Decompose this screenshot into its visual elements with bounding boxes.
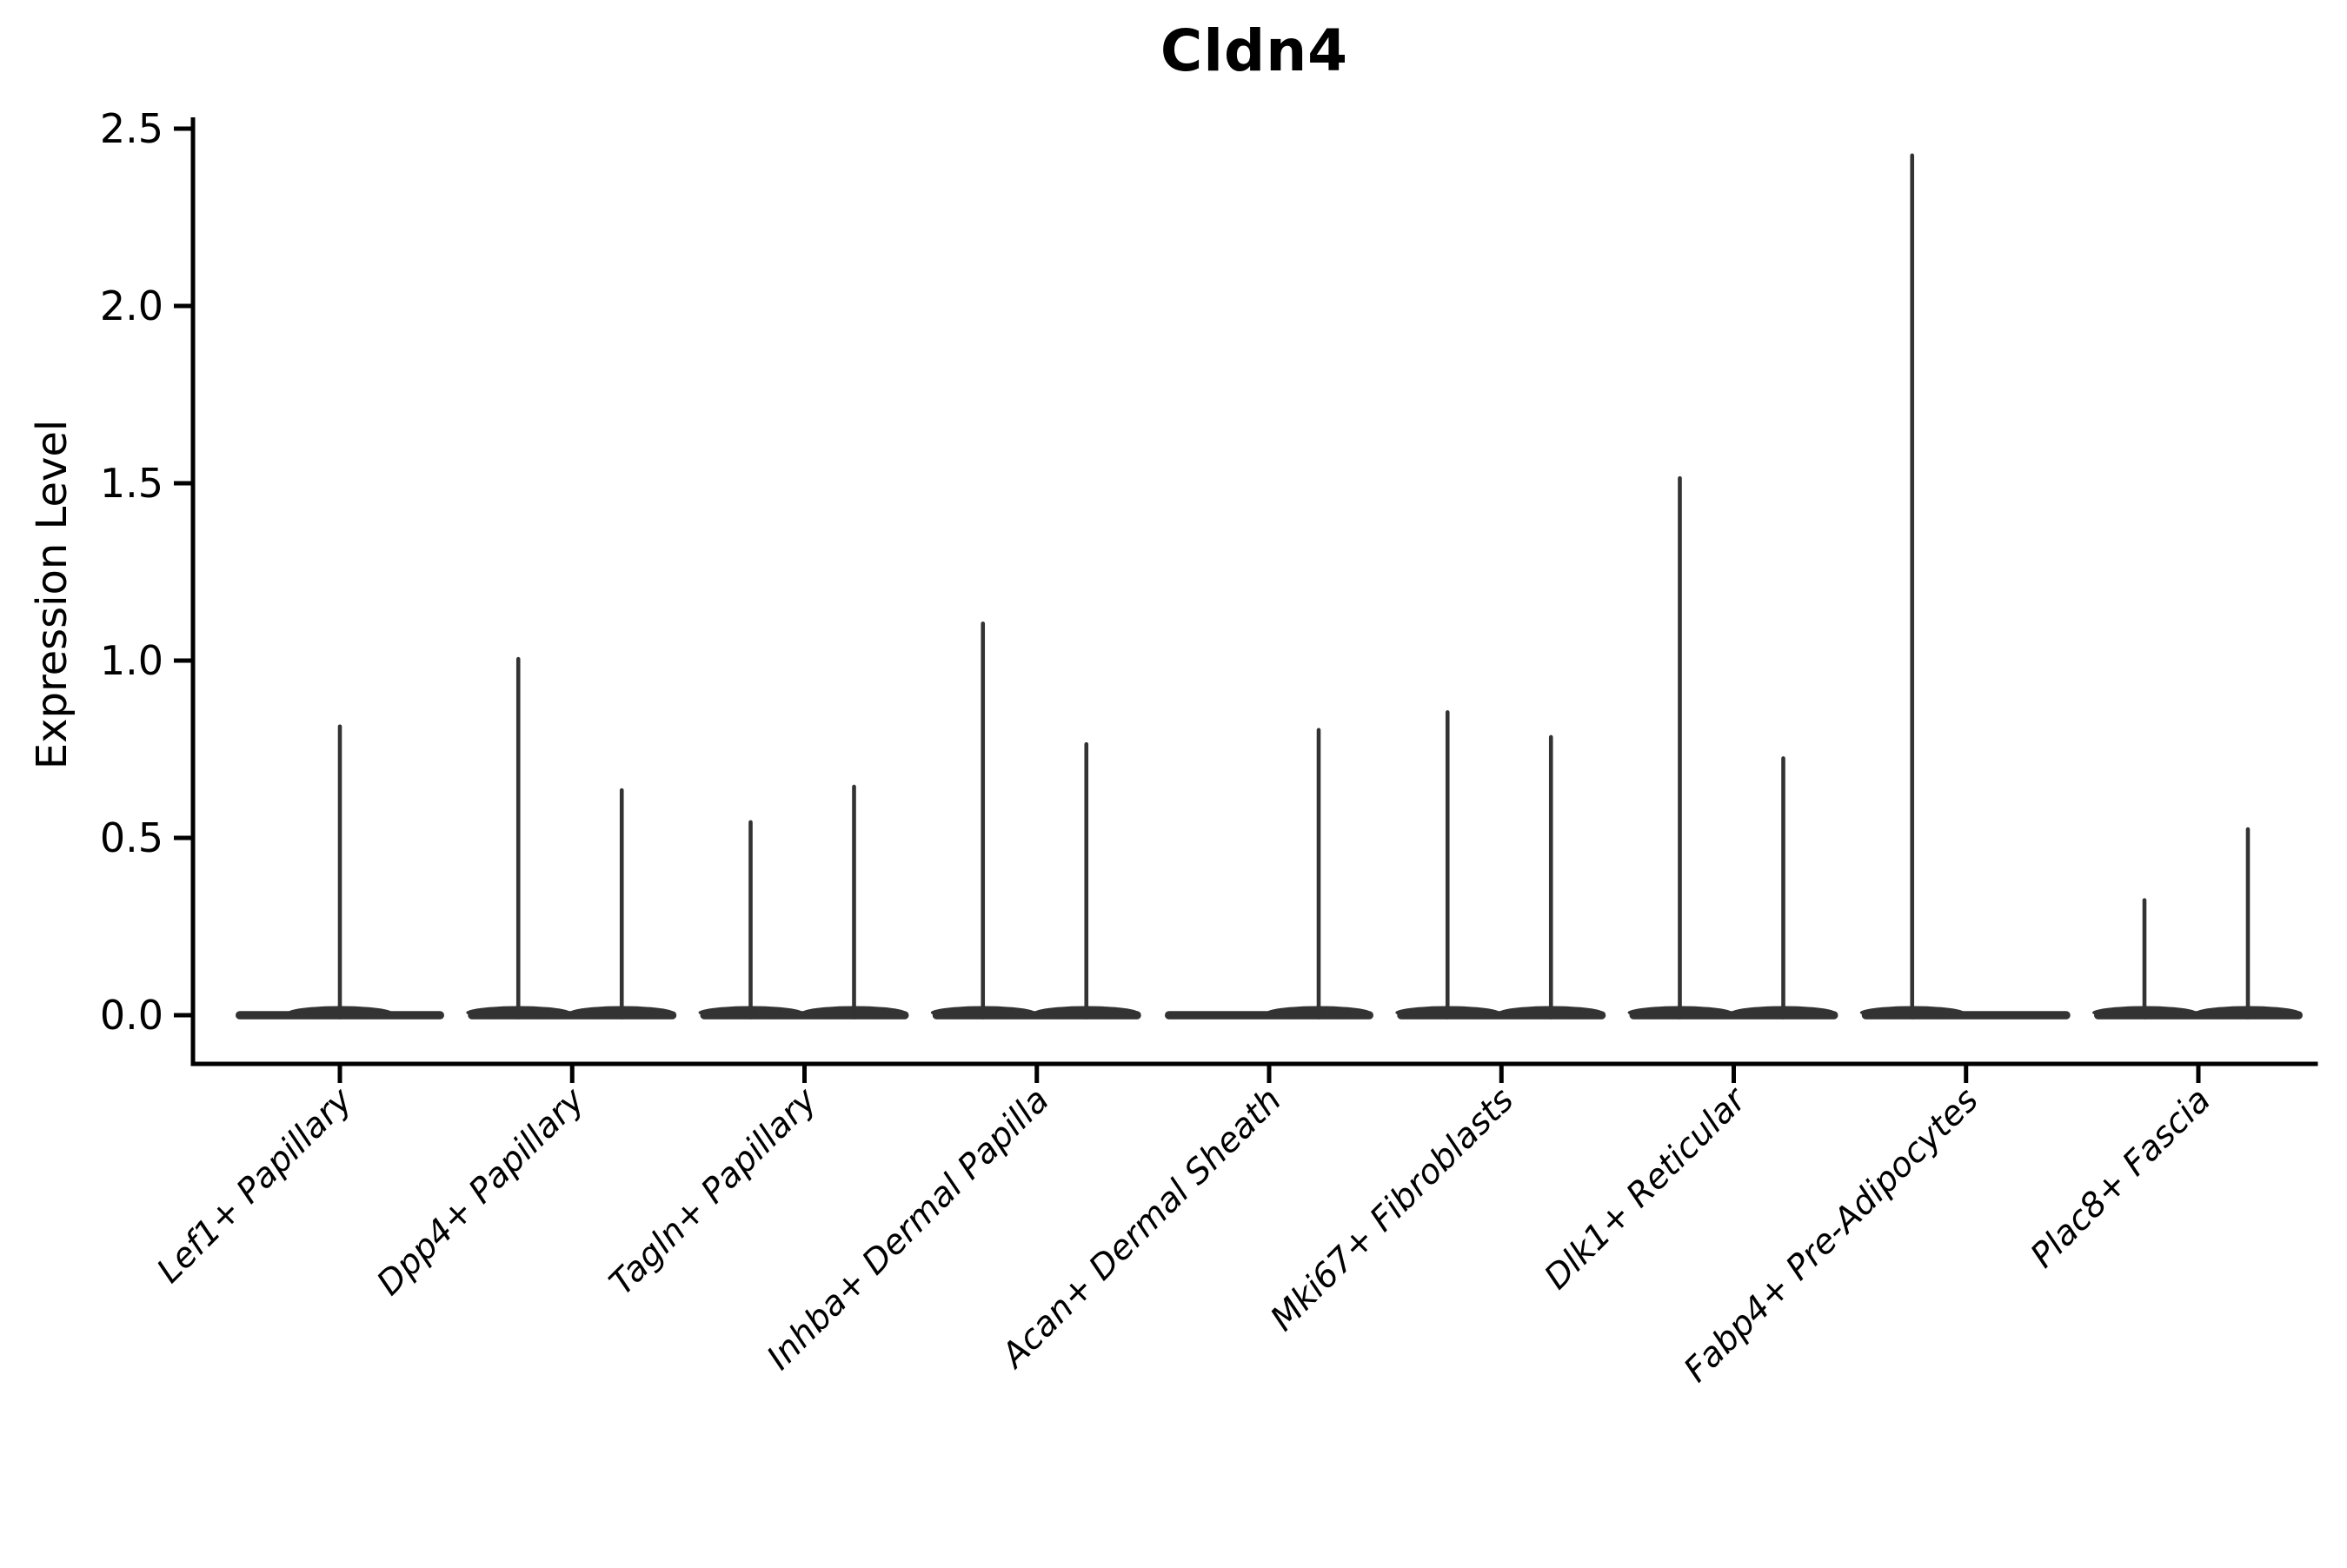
y-tick xyxy=(174,481,193,486)
x-tick xyxy=(802,1064,807,1083)
violin-tail xyxy=(852,784,856,1020)
violin-tail xyxy=(981,621,986,1020)
violin-tail xyxy=(619,787,624,1020)
x-tick xyxy=(1732,1064,1736,1083)
violin-tail xyxy=(1445,710,1450,1020)
violin-tail xyxy=(1316,728,1321,1020)
y-axis-spine xyxy=(190,117,196,1066)
violin-tail xyxy=(1548,734,1553,1020)
y-tick-label: 1.5 xyxy=(100,460,163,507)
x-tick-label: Dpp4+ Papillary xyxy=(369,1080,593,1304)
chart-title: Cldn4 xyxy=(1160,17,1349,84)
y-tick xyxy=(174,303,193,309)
y-tick xyxy=(174,658,193,663)
x-tick-label: Dlk1+ Reticular xyxy=(1537,1079,1755,1297)
violin-tail xyxy=(1781,756,1785,1020)
y-tick xyxy=(174,835,193,840)
violin-tail xyxy=(2142,898,2147,1020)
violin-tail xyxy=(1678,475,1682,1020)
y-tick-label: 2.5 xyxy=(100,105,163,152)
y-tick-label: 2.0 xyxy=(100,282,163,329)
violin-tail xyxy=(337,724,342,1020)
x-tick-label: Lef1+ Papillary xyxy=(150,1080,361,1292)
y-tick-label: 1.0 xyxy=(100,637,163,684)
x-tick-label: Tagln+ Papillary xyxy=(602,1080,825,1303)
violin-tail xyxy=(1910,153,1915,1020)
violin-tail xyxy=(2245,827,2251,1020)
x-axis-spine xyxy=(190,1061,2318,1066)
x-tick-label: Plac8+ Fascia xyxy=(2024,1080,2218,1275)
y-tick xyxy=(174,1013,193,1018)
violin-tail xyxy=(515,656,521,1020)
y-axis-title: Expression Level xyxy=(28,419,76,770)
y-tick-label: 0.5 xyxy=(100,814,163,861)
x-tick xyxy=(337,1064,342,1083)
x-tick xyxy=(569,1064,575,1083)
x-tick xyxy=(1034,1064,1040,1083)
violin-tail xyxy=(748,820,753,1020)
y-tick-label: 0.0 xyxy=(100,992,163,1039)
x-tick xyxy=(1267,1064,1272,1083)
violin-tail xyxy=(1084,741,1089,1020)
x-tick-label: Mki67+ Fibroblasts xyxy=(1263,1080,1521,1339)
x-tick xyxy=(1964,1064,1969,1083)
y-tick xyxy=(174,126,193,131)
x-tick xyxy=(1499,1064,1504,1083)
x-tick xyxy=(2196,1064,2201,1083)
